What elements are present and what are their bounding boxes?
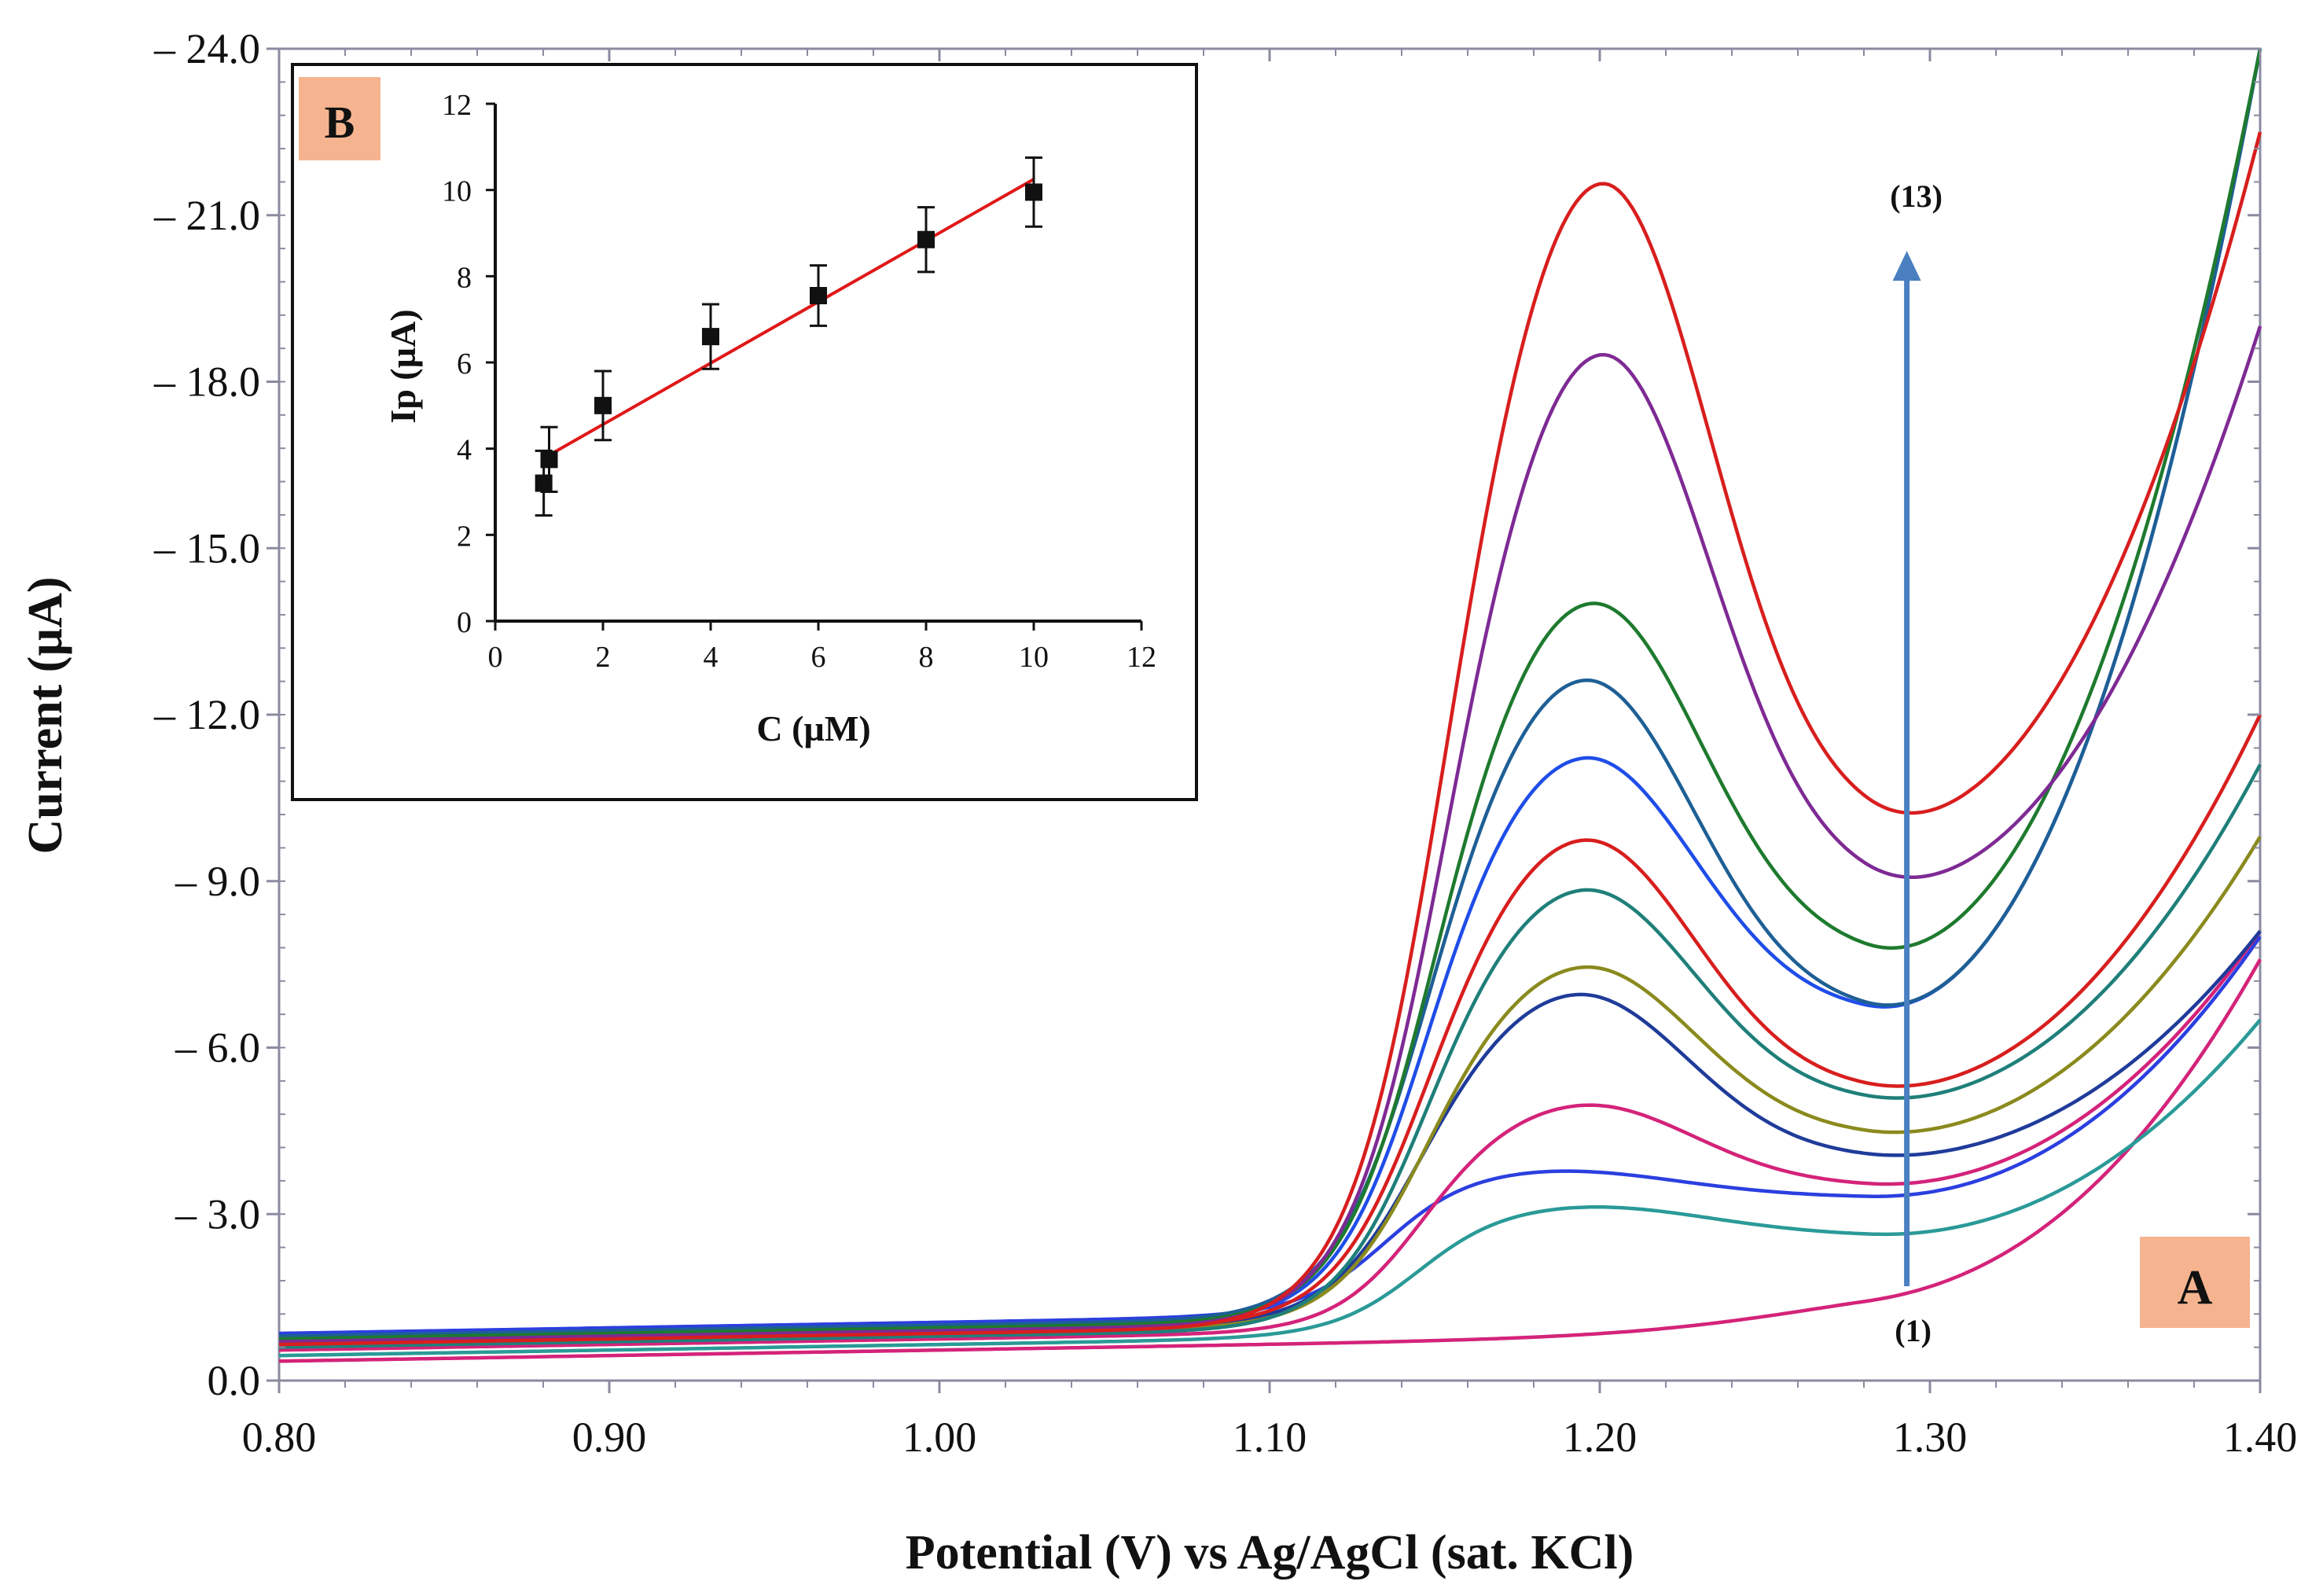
inset-data-point — [810, 287, 827, 305]
main-curves-group — [278, 48, 2262, 1363]
main-x-ticks: 0.80 0.90 1.00 1.10 1.20 1.30 1.40 — [242, 49, 2298, 1461]
inset-x-tick-label: 6 — [811, 641, 826, 674]
inset-x-tick-label: 4 — [704, 641, 719, 674]
main-x-tick-label: 1.40 — [2223, 1414, 2298, 1461]
main-y-tick-label: – 24.0 — [153, 25, 260, 72]
inset-data-point — [702, 328, 719, 346]
main-x-tick-label: 1.10 — [1233, 1414, 1307, 1461]
panel-a-label: A — [2178, 1261, 2213, 1315]
inset-y-tick-label: 0 — [457, 606, 472, 639]
main-y-tick-label: – 3.0 — [175, 1190, 260, 1237]
arrow-start-label: (1) — [1895, 1313, 1932, 1348]
main-y-axis-label: Current (µA) — [19, 576, 72, 854]
inset-y-tick-label: 2 — [457, 520, 472, 553]
inset-panel-b: B 0 2 4 6 8 10 12 0 2 4 6 8 10 12 C (µM) Ip (µA) — [291, 63, 1198, 801]
main-y-tick-label: 0.0 — [208, 1357, 261, 1404]
main-x-tick-label: 0.90 — [572, 1414, 647, 1461]
series-line-7 — [278, 763, 2262, 1349]
inset-data-point — [594, 396, 612, 414]
inset-data-point — [540, 450, 558, 469]
panel-b-label: B — [325, 97, 355, 148]
main-y-tick-label: – 6.0 — [175, 1024, 260, 1072]
inset-y-tick-label: 8 — [457, 261, 472, 294]
main-x-tick-label: 1.30 — [1893, 1414, 1968, 1461]
inset-y-tick-label: 6 — [457, 348, 472, 381]
inset-axes: 0 2 4 6 8 10 12 0 2 4 6 8 10 12 — [442, 89, 1156, 674]
main-x-tick-label: 1.00 — [902, 1414, 977, 1461]
series-line-2 — [278, 1018, 2262, 1358]
series-line-4 — [278, 929, 2262, 1352]
series-line-8 — [278, 714, 2262, 1344]
main-y-tick-label: – 18.0 — [153, 359, 260, 406]
series-line-10 — [278, 48, 2262, 1338]
inset-x-tick-label: 0 — [488, 641, 503, 674]
inset-data-point — [917, 230, 935, 248]
main-y-ticks: 0.0 – 3.0 – 6.0 – 9.0 – 12.0 – 15.0 – 18.0 – 21… — [153, 25, 2260, 1404]
main-x-tick-label: 0.80 — [242, 1414, 317, 1461]
inset-y-tick-label: 4 — [457, 434, 472, 467]
inset-frame — [291, 63, 1198, 801]
inset-x-tick-label: 10 — [1019, 641, 1049, 674]
inset-y-tick-label: 10 — [442, 175, 472, 208]
inset-marks — [535, 156, 1042, 517]
inset-fit-line — [548, 178, 1035, 457]
series-line-1 — [278, 958, 2262, 1363]
panel-b-label-box — [299, 77, 380, 160]
inset-x-tick-label: 2 — [596, 641, 611, 674]
main-y-tick-label: – 12.0 — [153, 691, 260, 738]
inset-data-point — [1025, 183, 1042, 201]
inset-x-axis-label: C (µM) — [756, 708, 870, 748]
main-x-tick-label: 1.20 — [1563, 1414, 1637, 1461]
inset-y-tick-label: 12 — [442, 89, 472, 122]
arrow-head — [1892, 251, 1921, 281]
main-y-tick-label: – 15.0 — [153, 524, 260, 572]
panel-a-label-box — [2140, 1237, 2250, 1328]
concentration-arrow: (13) (1) — [1890, 178, 1943, 1348]
series-line-5 — [278, 929, 2262, 1344]
main-plot-panel-a: 0.80 0.90 1.00 1.10 1.20 1.30 1.40 0.0 – 3.0 – 6… — [19, 25, 2297, 1579]
arrow-end-label: (13) — [1890, 178, 1943, 214]
main-y-tick-label: – 9.0 — [175, 858, 260, 905]
inset-y-axis-label: Ip (µA) — [383, 309, 423, 423]
inset-x-tick-label: 8 — [919, 641, 934, 674]
inset-x-tick-label: 12 — [1127, 641, 1156, 674]
main-x-axis-label: Potential (V) vs Ag/AgCl (sat. KCl) — [906, 1526, 1634, 1579]
series-line-13 — [278, 131, 2262, 1347]
main-y-tick-label: – 21.0 — [153, 192, 260, 239]
